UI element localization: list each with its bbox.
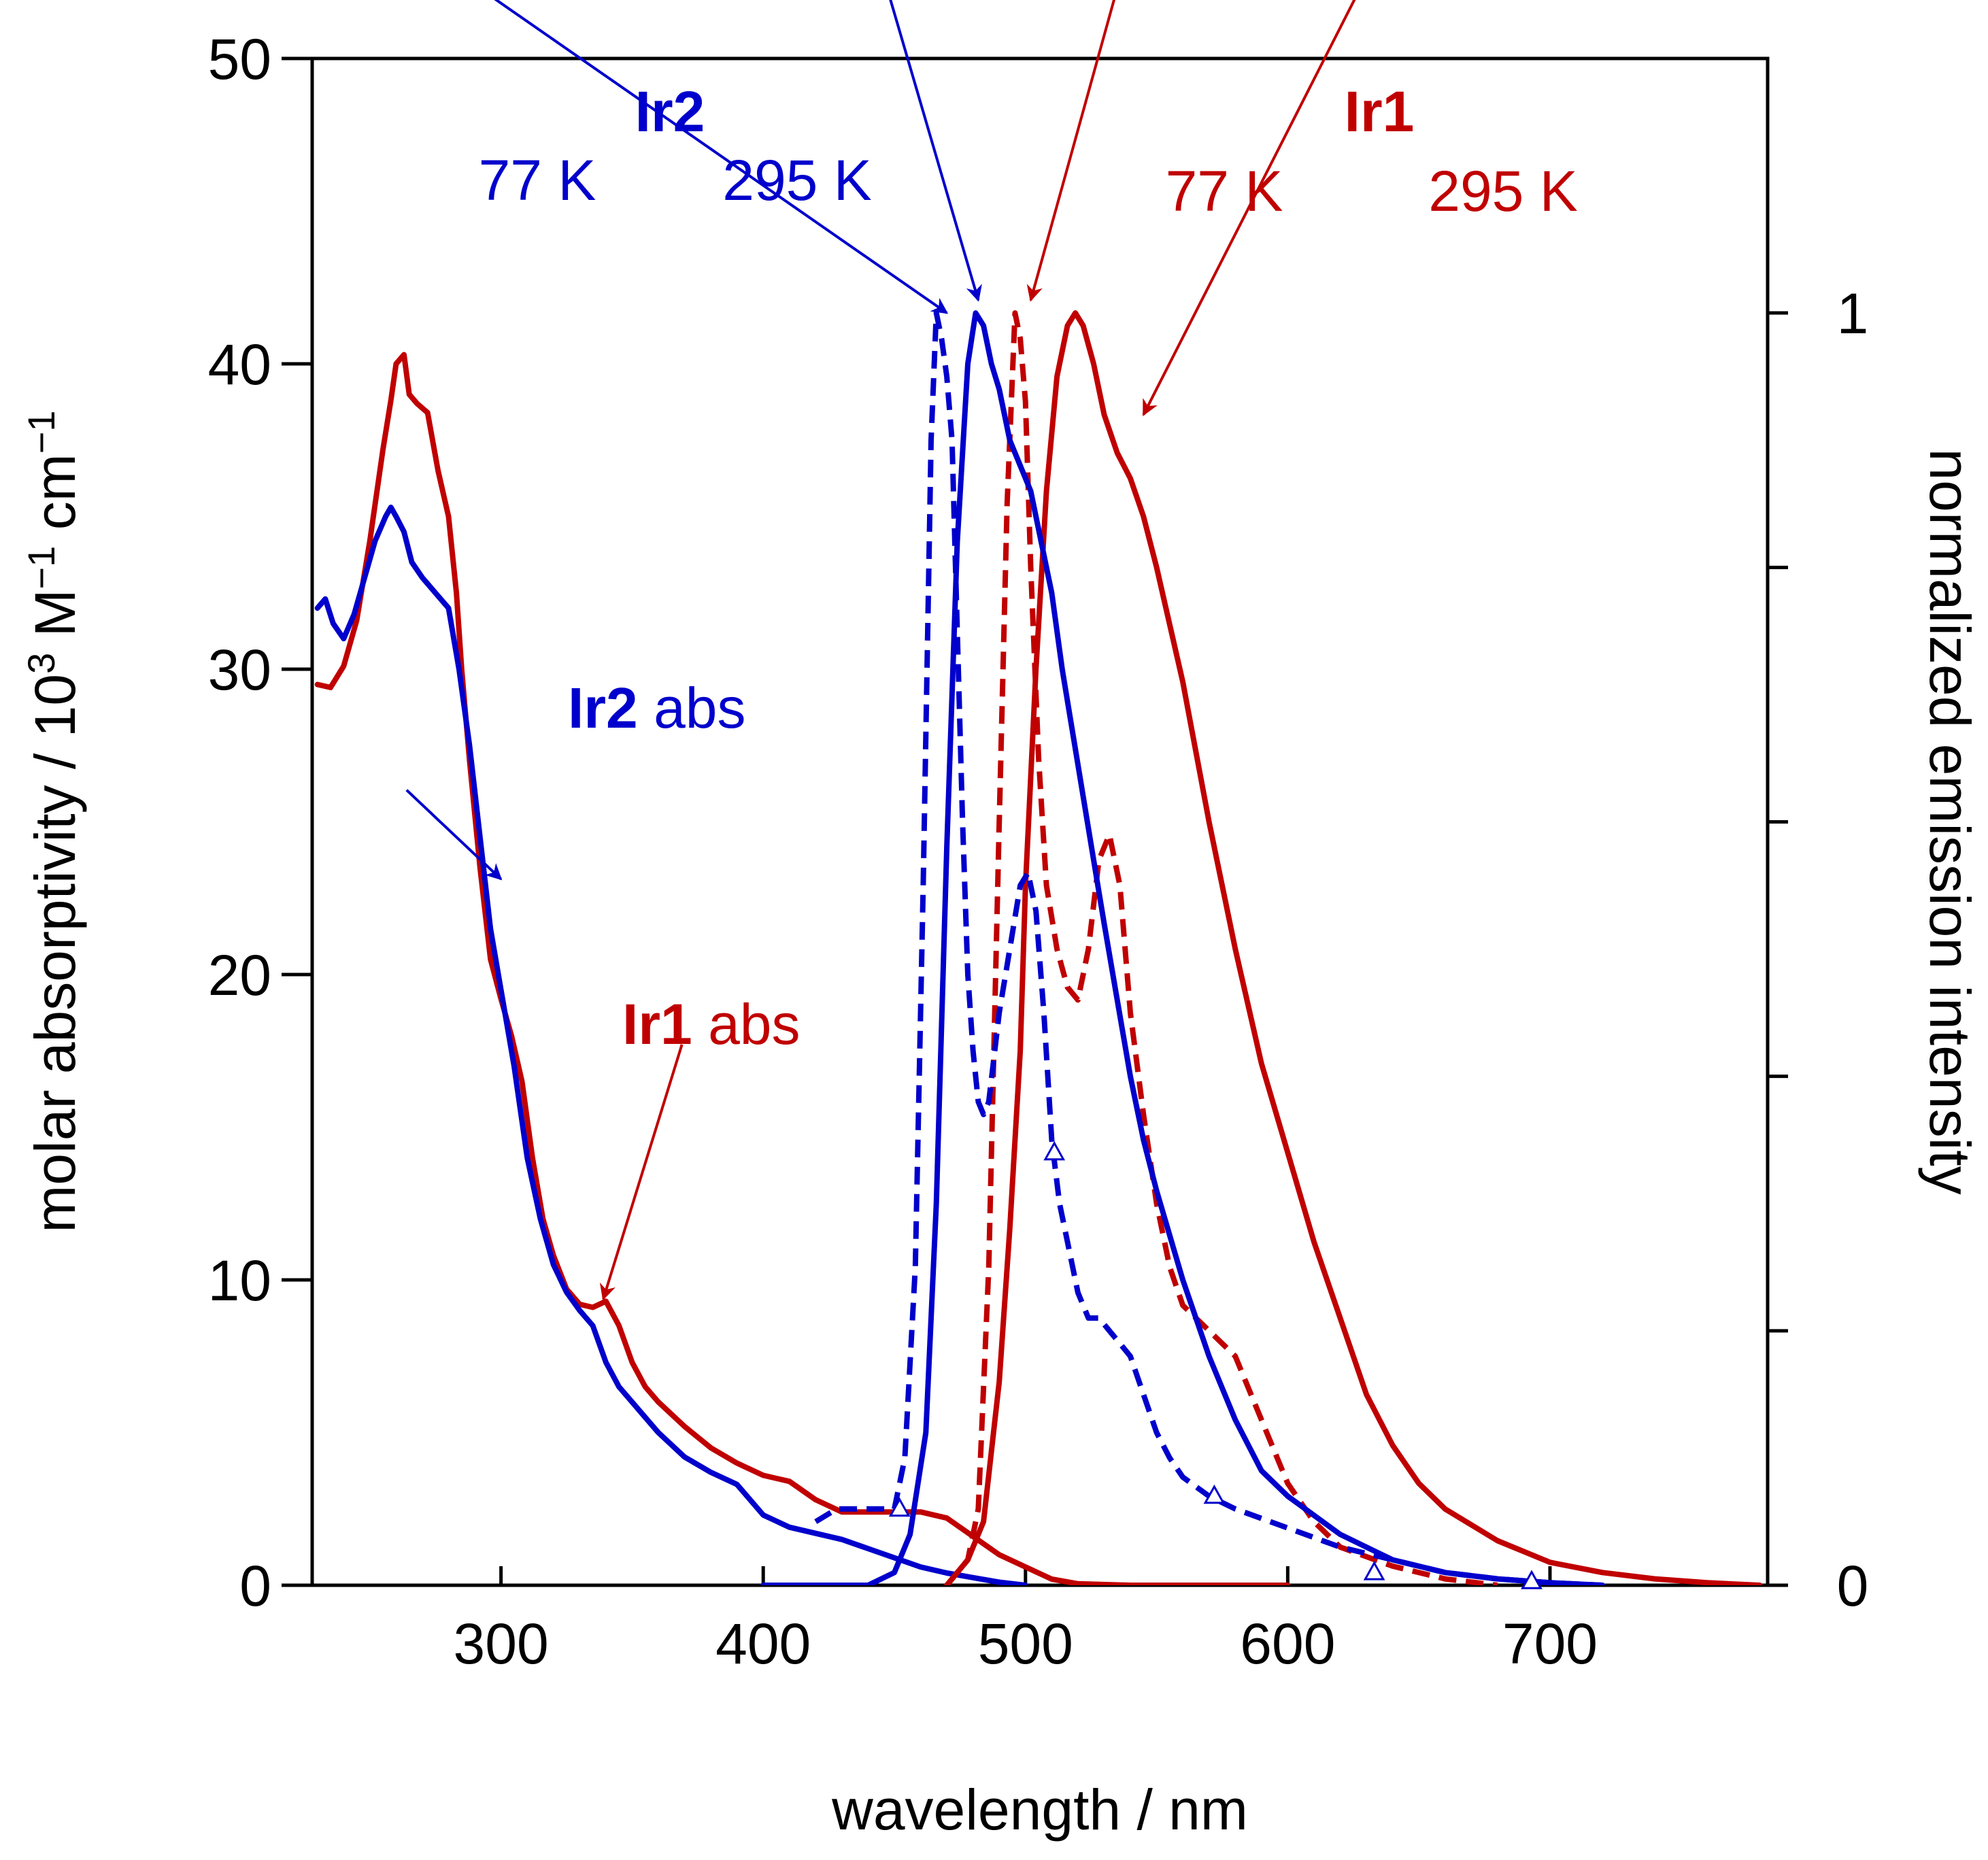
x-axis-title: wavelength / nm	[831, 1778, 1248, 1842]
series-ir1-abs	[314, 352, 1291, 1585]
right-y-tick-label-0: 0	[1837, 1554, 1869, 1618]
ir1-abs-label: Ir1 abs	[622, 992, 801, 1056]
plot-frame	[310, 56, 1770, 1587]
left-y-tick-label-30: 30	[208, 638, 271, 702]
right-y-tick-label-5: 1	[1837, 282, 1869, 345]
ir2-77k-label: 77 K	[479, 148, 596, 212]
triangle-marker-1	[1043, 1140, 1066, 1161]
ir2-77k-arrow	[494, 0, 949, 314]
left-y-tick-label-40: 40	[208, 333, 271, 396]
right-y-axis-title: normalized emission intensity	[1918, 448, 1982, 1194]
right-y-axis-ticks: 01	[1768, 282, 1868, 1618]
x-tick-label-400: 400	[715, 1612, 811, 1676]
ir1-abs-arrow	[599, 1044, 684, 1301]
ir1-295k-arrow	[1142, 0, 1356, 416]
x-tick-label-300: 300	[454, 1612, 549, 1676]
left-y-axis-ticks: 0 10 20 30 40 50	[208, 27, 312, 1618]
x-tick-label-700: 700	[1502, 1612, 1598, 1676]
series-ir2-abs	[314, 505, 1028, 1585]
triangle-marker-0	[888, 1497, 911, 1517]
left-y-tick-label-50: 50	[208, 27, 271, 91]
left-y-tick-label-10: 10	[208, 1249, 271, 1313]
ir1-title-label: Ir1	[1345, 80, 1415, 143]
left-y-tick-label-0: 0	[239, 1554, 271, 1618]
ir2-abs-label: Ir2 abs	[568, 676, 746, 740]
x-axis-ticks: 300 400 500 600 700	[454, 1566, 1598, 1676]
series-ir2-295-k	[760, 310, 1606, 1585]
triangle-marker-2	[1203, 1484, 1226, 1504]
x-tick-label-500: 500	[978, 1612, 1073, 1676]
ir2-295k-label: 295 K	[722, 148, 872, 212]
triangle-marker-4	[1521, 1570, 1543, 1589]
x-tick-label-600: 600	[1240, 1612, 1335, 1676]
series-ir2-77-k	[814, 310, 1603, 1585]
arrow-layer	[405, 0, 1356, 1301]
ir1-77k-label: 77 K	[1166, 159, 1283, 223]
marker-layer	[888, 1140, 1543, 1589]
ir1-77k-arrow	[1026, 0, 1115, 302]
ir1-295k-label: 295 K	[1428, 159, 1578, 223]
ir2-295k-arrow	[889, 0, 982, 302]
series-ir1-295-k	[944, 310, 1763, 1585]
ir2-title-label: Ir2	[635, 80, 705, 143]
series-layer	[314, 310, 1763, 1585]
ir2-abs-arrow	[405, 789, 503, 881]
series-ir1-77-k	[945, 310, 1498, 1585]
left-y-tick-label-20: 20	[208, 943, 271, 1007]
triangle-marker-3	[1363, 1561, 1385, 1580]
left-y-axis-title: molar absorptivity / 103 M−1 cm−1	[20, 410, 87, 1232]
